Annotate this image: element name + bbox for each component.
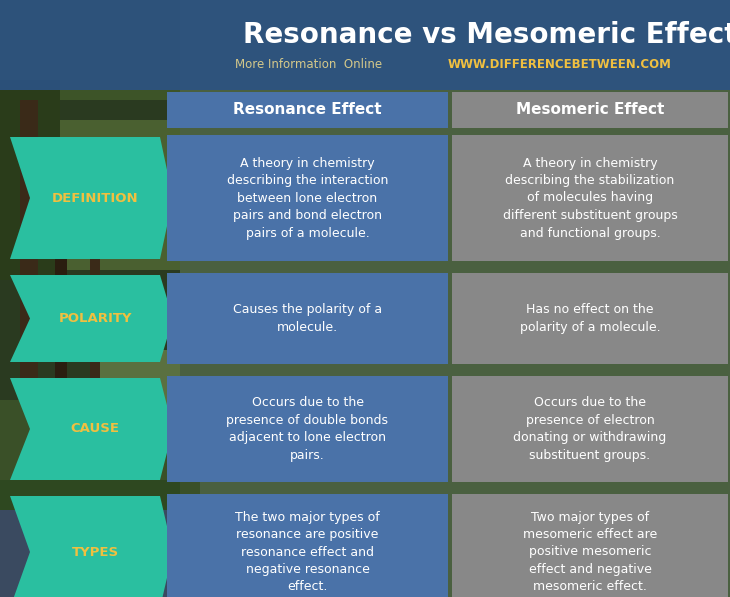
FancyBboxPatch shape xyxy=(167,135,448,261)
FancyBboxPatch shape xyxy=(452,92,728,128)
Text: WWW.DIFFERENCEBETWEEN.COM: WWW.DIFFERENCEBETWEEN.COM xyxy=(448,59,672,72)
FancyBboxPatch shape xyxy=(0,0,730,90)
Text: Mesomeric Effect: Mesomeric Effect xyxy=(516,103,664,118)
Text: Has no effect on the
polarity of a molecule.: Has no effect on the polarity of a molec… xyxy=(520,303,661,334)
Text: Occurs due to the
presence of double bonds
adjacent to lone electron
pairs.: Occurs due to the presence of double bon… xyxy=(226,396,388,461)
FancyBboxPatch shape xyxy=(0,80,60,280)
FancyBboxPatch shape xyxy=(167,494,448,597)
FancyBboxPatch shape xyxy=(0,480,180,597)
Text: More Information  Online: More Information Online xyxy=(235,59,390,72)
Text: DEFINITION: DEFINITION xyxy=(52,192,138,205)
Text: POLARITY: POLARITY xyxy=(58,312,131,325)
FancyBboxPatch shape xyxy=(700,0,730,597)
Text: A theory in chemistry
describing the stabilization
of molecules having
different: A theory in chemistry describing the sta… xyxy=(503,156,677,239)
FancyBboxPatch shape xyxy=(0,510,200,597)
Text: Occurs due to the
presence of electron
donating or withdrawing
substituent group: Occurs due to the presence of electron d… xyxy=(513,396,666,461)
Text: CAUSE: CAUSE xyxy=(71,423,120,435)
Text: A theory in chemistry
describing the interaction
between lone electron
pairs and: A theory in chemistry describing the int… xyxy=(227,156,388,239)
FancyBboxPatch shape xyxy=(167,92,448,128)
Polygon shape xyxy=(10,275,173,362)
FancyBboxPatch shape xyxy=(452,494,728,597)
FancyBboxPatch shape xyxy=(60,120,180,270)
FancyBboxPatch shape xyxy=(452,376,728,482)
FancyBboxPatch shape xyxy=(0,400,200,597)
Text: The two major types of
resonance are positive
resonance effect and
negative reso: The two major types of resonance are pos… xyxy=(235,510,380,593)
FancyBboxPatch shape xyxy=(452,135,728,261)
FancyBboxPatch shape xyxy=(20,100,38,400)
FancyBboxPatch shape xyxy=(0,0,180,597)
Polygon shape xyxy=(10,496,173,597)
FancyBboxPatch shape xyxy=(0,0,180,100)
Polygon shape xyxy=(10,378,173,480)
Text: Two major types of
mesomeric effect are
positive mesomeric
effect and negative
m: Two major types of mesomeric effect are … xyxy=(523,510,657,593)
Text: Resonance Effect: Resonance Effect xyxy=(233,103,382,118)
Polygon shape xyxy=(10,137,173,259)
FancyBboxPatch shape xyxy=(452,273,728,364)
Text: Resonance vs Mesomeric Effect: Resonance vs Mesomeric Effect xyxy=(243,21,730,49)
FancyBboxPatch shape xyxy=(55,150,67,400)
Text: TYPES: TYPES xyxy=(72,546,118,559)
FancyBboxPatch shape xyxy=(90,200,100,400)
FancyBboxPatch shape xyxy=(167,376,448,482)
FancyBboxPatch shape xyxy=(100,350,180,450)
FancyBboxPatch shape xyxy=(167,273,448,364)
Text: Causes the polarity of a
molecule.: Causes the polarity of a molecule. xyxy=(233,303,382,334)
